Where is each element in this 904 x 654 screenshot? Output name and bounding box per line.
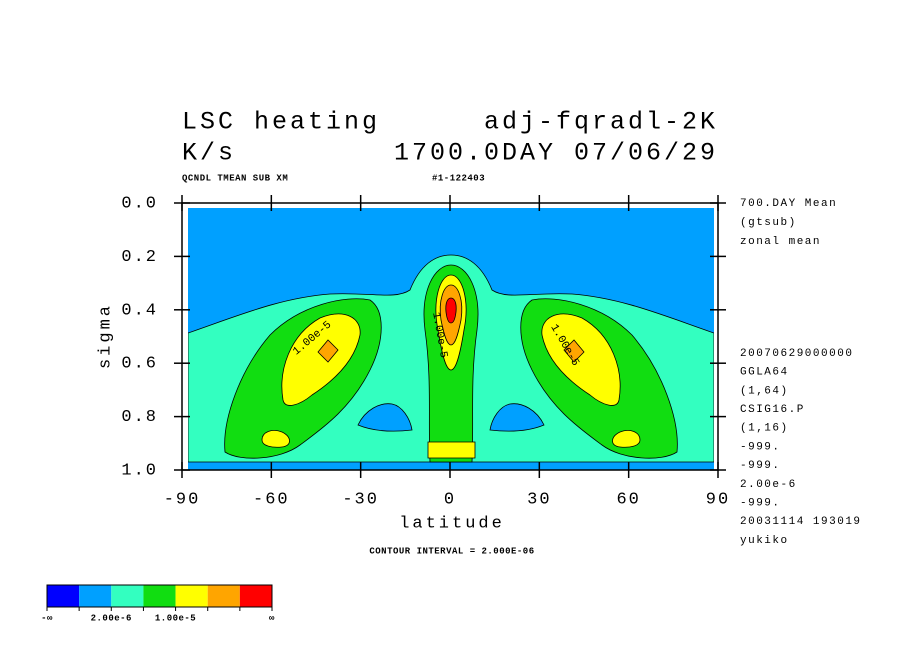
colorbar-label: 2.00e-6: [91, 613, 132, 623]
mirrored-fills: [489, 298, 678, 459]
side-annotation: 700.DAY Mean: [740, 198, 837, 210]
y-tick-label: 0.6: [121, 355, 158, 374]
side-annotation: -999.: [740, 441, 781, 453]
title-right: adj-fqradl-2K: [484, 108, 718, 137]
side-annotation: (gtsub): [740, 217, 797, 229]
side-annotation: (1,64): [740, 385, 789, 397]
contour-field: [188, 208, 714, 470]
colorbar-swatch: [111, 585, 144, 607]
subtitle-right: 1700.0DAY 07/06/29: [394, 139, 718, 168]
contour-fill: [357, 403, 413, 432]
x-tick-label: -90: [164, 490, 201, 509]
side-annotation: yukiko: [740, 535, 789, 547]
header-right: #1-122403: [432, 173, 485, 183]
x-tick-label: 90: [706, 490, 730, 509]
y-axis-label: sigma: [96, 303, 115, 369]
contour-fill: [281, 313, 361, 406]
y-tick-label: 0.8: [121, 408, 158, 427]
contour-fill: [612, 430, 641, 448]
y-tick-label: 0.2: [121, 248, 158, 267]
subtitle-left: K/s: [182, 139, 236, 168]
contour-fill: [317, 339, 339, 363]
y-tick-label: 0.0: [121, 194, 158, 213]
x-tick-label: 60: [616, 490, 640, 509]
contour-fill: [563, 339, 585, 363]
side-annotation: CSIG16.P: [740, 404, 805, 416]
contour-fill: [489, 403, 545, 432]
contour-fill: [445, 297, 457, 324]
colorbar-swatch: [79, 585, 112, 607]
side-annotation: 20070629000000: [740, 348, 853, 360]
colorbar-label: 1.00e-5: [155, 613, 196, 623]
side-annotation: 20031114 193019: [740, 516, 862, 528]
colorbar-label: ∞: [269, 613, 275, 623]
title-left: LSC heating: [182, 108, 380, 137]
x-tick-label: -60: [253, 490, 290, 509]
side-annotation: 2.00e-6: [740, 479, 797, 491]
colorbar-swatch: [207, 585, 240, 607]
side-annotation: GGLA64: [740, 367, 789, 379]
side-annotation: (1,16): [740, 423, 789, 435]
x-tick-label: 0: [444, 490, 456, 509]
contour-fill: [427, 441, 476, 459]
colorbar-label: -∞: [41, 613, 53, 623]
y-tick-label: 1.0: [121, 461, 158, 480]
contour-fill: [261, 430, 290, 448]
footer: CONTOUR INTERVAL = 2.000E-06: [369, 546, 534, 556]
side-annotation: -999.: [740, 460, 781, 472]
x-tick-label: 30: [527, 490, 551, 509]
side-annotation: zonal mean: [740, 236, 821, 248]
y-tick-label: 0.4: [121, 301, 158, 320]
colorbar-frame: [46, 584, 273, 608]
x-tick-label: -30: [342, 490, 379, 509]
colorbar-swatch: [239, 585, 272, 607]
colorbar-swatch: [175, 585, 208, 607]
x-axis-label: latitude: [399, 514, 505, 533]
side-annotation: -999.: [740, 498, 781, 510]
contour-fill: [541, 313, 621, 406]
header-left: QCNDL TMEAN SUB XM: [182, 173, 288, 183]
colorbar-swatch: [143, 585, 176, 607]
colorbar-swatch: [47, 585, 80, 607]
